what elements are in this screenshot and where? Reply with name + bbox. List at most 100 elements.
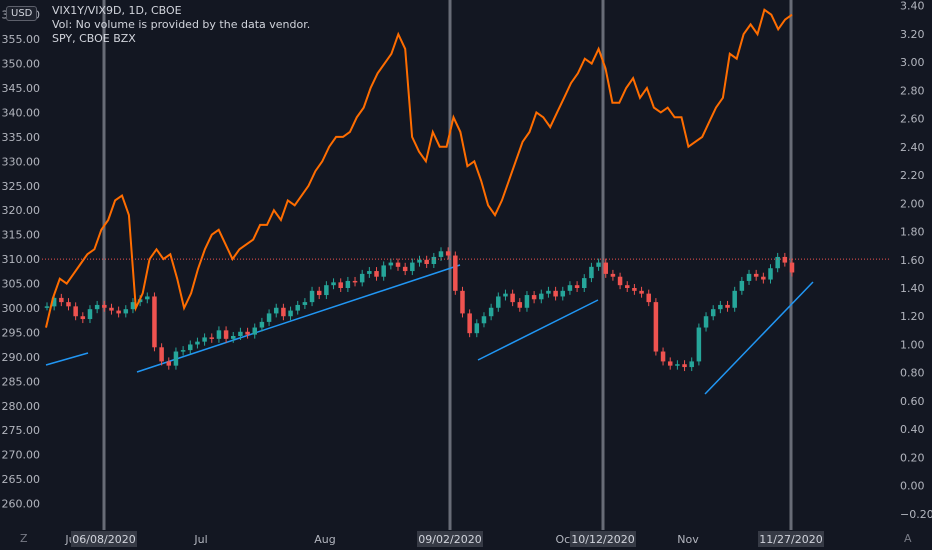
candle-body [481,316,487,324]
left-tick-label: 290.00 [2,351,41,364]
candle-body [789,262,795,273]
left-tick-label: 315.00 [2,229,41,242]
candle-body [173,351,179,366]
highlight-date-box [570,531,636,547]
left-tick-label: 355.00 [2,33,41,46]
left-tick-label: 295.00 [2,326,41,339]
candle-body [546,290,551,294]
spy-line [45,8,793,328]
candle-body [453,255,458,291]
candle-body [238,331,243,336]
candle-body [302,302,308,305]
left-tick-label: 260.00 [2,498,41,511]
right-tick-label: 2.80 [900,84,925,97]
candle-body [660,351,666,362]
candle-body [359,273,365,283]
candle-body [216,330,222,339]
right-tick-label: 2.40 [900,141,925,154]
right-tick-label: 1.60 [900,254,925,267]
legend-spy[interactable]: SPY, CBOE BZX [52,32,136,45]
candle-body [503,293,508,297]
left-tick-label: 265.00 [2,473,41,486]
candle-body [510,293,515,303]
left-tick-label: 330.00 [2,155,41,168]
candle-body [667,361,673,366]
trend-line [136,264,461,373]
candle-body [180,350,186,352]
left-tick-label: 280.00 [2,400,41,413]
candle-body [603,262,608,274]
legend-ratio[interactable]: VIX1Y/VIX9D, 1D, CBOE [52,4,182,17]
highlight-date-label: 06/08/2020 [72,533,135,546]
candle-body [696,327,702,362]
candle-body [152,296,157,348]
candle-body [725,304,730,308]
candle-body [682,364,687,368]
right-ratio-axis: 3.40 3.20 3.00 2.80 2.60 2.40 2.20 2.00 1.80 1.60… [900,0,932,521]
candle-body [374,271,379,277]
candle-body [646,293,651,303]
candle-body [130,302,136,310]
candle-body [44,306,50,308]
left-tick-label: 340.00 [2,106,41,119]
candle-body [324,285,329,296]
right-tick-label: 3.40 [900,0,925,13]
time-tick-label: Jul [193,533,207,546]
candle-body [159,347,164,362]
candle-body [460,290,465,314]
highlight-date-box [758,531,824,547]
candle-body [653,302,659,352]
candle-body [188,344,193,351]
left-tick-label: 305.00 [2,278,41,291]
trend-lines [45,264,814,395]
zoom-toggle-icon[interactable]: Z [20,532,28,545]
candle-body [567,285,573,291]
candle-body [445,251,451,256]
candle-body [209,337,215,339]
candle-body [288,310,293,317]
candle-body [252,327,257,335]
candle-body [424,259,429,264]
candle-body [582,278,587,288]
candle-body [438,251,444,257]
time-axis: JunJulAugSepOctNovDec06/08/202009/02/202… [64,531,824,547]
highlight-date-label: 10/12/2020 [571,533,634,546]
legend: VIX1Y/VIX9D, 1D, CBOE Vol: No volume is … [52,4,310,46]
highlight-date-label: 09/02/2020 [418,533,481,546]
auto-scale-icon[interactable]: A [904,532,912,545]
candle-body [553,290,558,297]
legend-volume: Vol: No volume is provided by the data v… [52,18,311,31]
candle-body [331,282,336,286]
candle-body [596,262,601,267]
candle-body [388,262,394,266]
candle-body [381,265,386,277]
candle-body [560,290,566,297]
candle-body [718,304,723,310]
candle-body [402,266,408,272]
candle-body [273,307,279,314]
highlight-date-label: 11/27/2020 [759,533,822,546]
candle-body [102,304,107,308]
right-tick-label: 3.00 [900,56,925,69]
candle-body [782,256,788,263]
candle-body [223,330,229,339]
time-tick-label: Aug [314,533,335,546]
highlight-date-box [417,531,483,547]
candle-body [166,361,172,366]
right-tick-label: −0.20 [900,508,932,521]
candle-body [539,293,544,300]
right-tick-label: 1.80 [900,226,925,239]
left-tick-label: 335.00 [2,131,41,144]
right-tick-label: 0.40 [900,423,925,436]
left-tick-label: 310.00 [2,253,41,266]
candle-body [94,304,100,310]
candle-body [202,337,207,342]
currency-badge[interactable]: USD [6,6,38,21]
left-tick-label: 345.00 [2,82,41,95]
candle-body [775,256,780,269]
candle-body [231,336,236,339]
candle-body [410,262,415,272]
candle-body [51,297,57,307]
candle-body [639,290,644,294]
